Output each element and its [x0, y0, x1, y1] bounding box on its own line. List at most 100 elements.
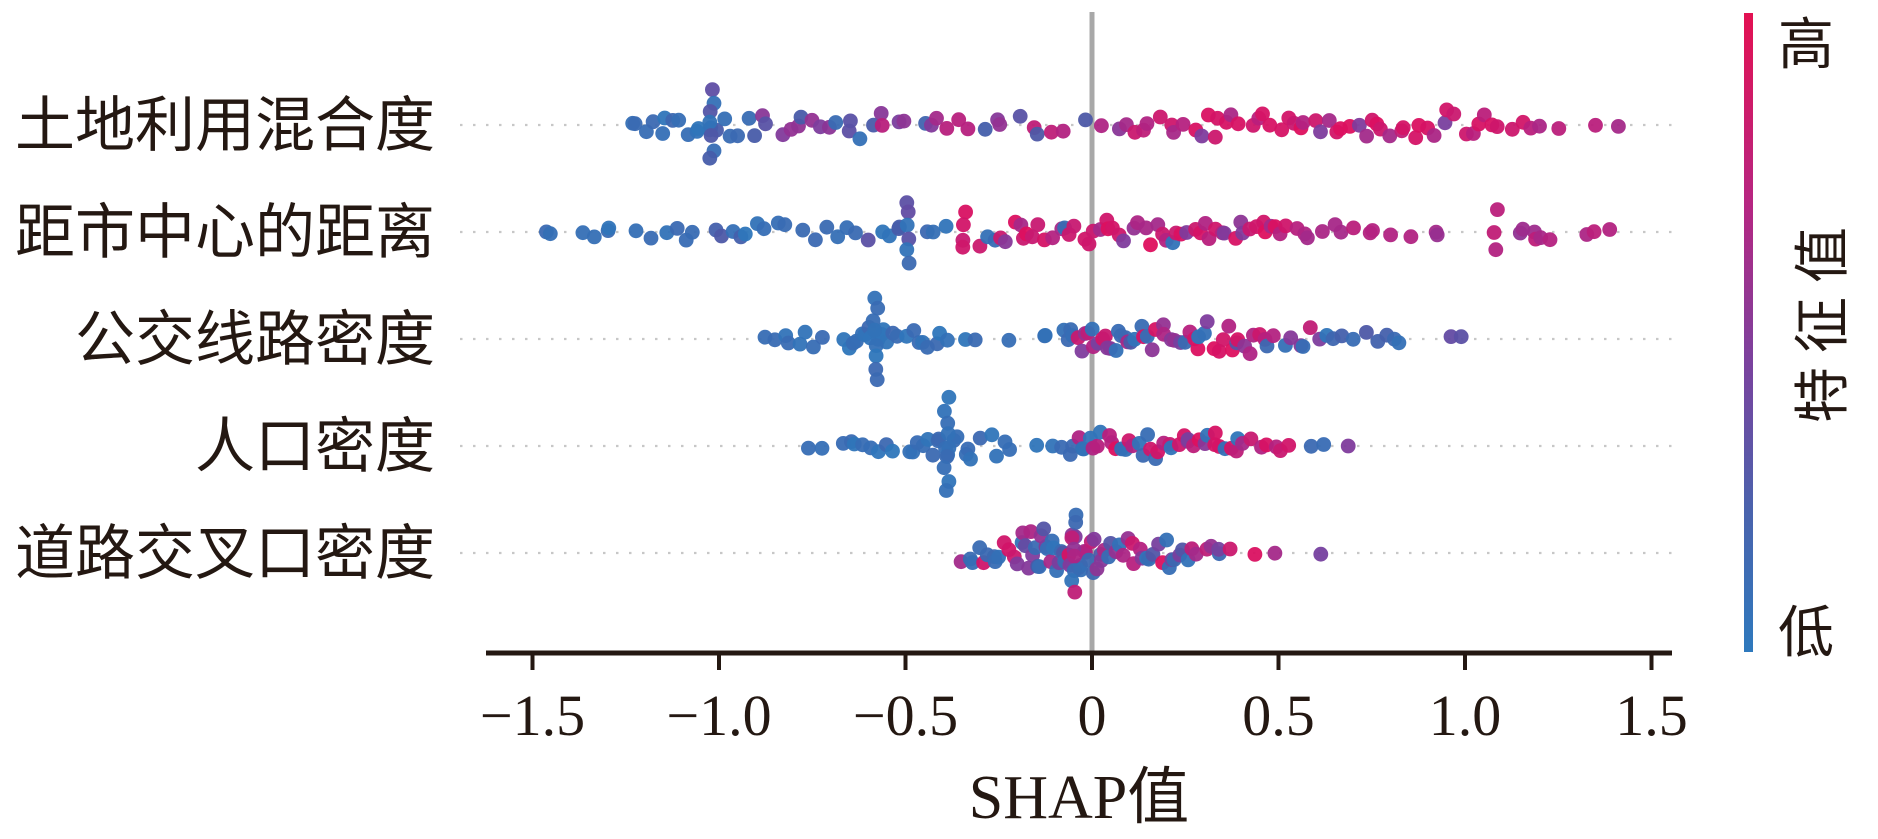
- shap-dot: [1453, 329, 1469, 345]
- shap-dot: [1488, 242, 1504, 258]
- shap-dot: [972, 430, 988, 446]
- shap-dot: [1215, 332, 1231, 347]
- shap-dot: [1211, 541, 1226, 557]
- shap-dot: [1429, 227, 1445, 243]
- shap-dot: [1302, 320, 1318, 335]
- shap-dot: [997, 234, 1013, 250]
- shap-dot: [867, 322, 882, 338]
- shap-dot: [1194, 128, 1210, 144]
- shap-dot: [815, 330, 830, 345]
- shap-dot: [955, 239, 971, 255]
- shap-dot: [1211, 343, 1227, 359]
- beeswarm-row-1: [539, 195, 1618, 271]
- shap-dot: [956, 217, 971, 233]
- shap-dot: [575, 225, 591, 241]
- shap-dot: [1588, 117, 1603, 133]
- shap-dot: [1064, 530, 1080, 546]
- shap-dot: [1207, 129, 1223, 145]
- shap-dot: [671, 112, 687, 128]
- shap-dot: [951, 112, 967, 128]
- shap-dot: [1031, 559, 1047, 574]
- shap-dot: [1067, 548, 1082, 564]
- shap-dot: [929, 110, 944, 126]
- shap-dot: [1542, 232, 1558, 248]
- shap-dot: [1230, 116, 1246, 132]
- shap-dot: [1037, 328, 1053, 343]
- shap-dot: [1140, 427, 1155, 442]
- shap-dot: [1108, 343, 1124, 358]
- shap-dot: [717, 111, 733, 127]
- shap-dot: [941, 389, 957, 405]
- shap-dot: [797, 324, 813, 340]
- feature-label-0: 土地利用混合度: [15, 93, 435, 159]
- shap-dot: [901, 255, 917, 271]
- shap-dot: [870, 300, 886, 316]
- shap-dot: [1029, 126, 1045, 142]
- shap-dot: [1313, 124, 1328, 140]
- shap-dot: [967, 332, 983, 348]
- shap-dot: [1490, 202, 1505, 218]
- shap-dot: [601, 220, 617, 236]
- colorbar: [1744, 13, 1753, 652]
- shap-dot: [1115, 547, 1131, 563]
- shap-dot: [702, 104, 718, 119]
- shap-dot: [1030, 217, 1046, 233]
- shap-dot: [1221, 318, 1237, 334]
- shap-dot: [1222, 541, 1238, 557]
- shap-dot: [1340, 438, 1356, 454]
- shap-dot: [747, 128, 762, 144]
- shap-dot: [977, 121, 993, 137]
- shap-dot: [1084, 321, 1100, 337]
- shap-dot: [1283, 330, 1299, 346]
- beeswarm-row-4: [953, 507, 1329, 600]
- shap-dot: [1365, 223, 1380, 238]
- shap-dot: [703, 128, 719, 143]
- shap-dot: [702, 114, 718, 130]
- shap-dot: [1300, 230, 1315, 246]
- shap-dot: [1143, 237, 1158, 253]
- shap-dot: [868, 338, 884, 353]
- beeswarm-row-3: [801, 389, 1356, 498]
- shap-dot: [655, 126, 671, 141]
- feature-label-3: 人口密度: [195, 414, 435, 480]
- shap-dot: [989, 448, 1004, 464]
- x-tick-label-2: −0.5: [853, 683, 958, 748]
- shap-dot: [801, 440, 816, 456]
- shap-dot: [1066, 218, 1082, 234]
- shap-dot: [1515, 221, 1531, 237]
- shap-dot: [868, 348, 884, 364]
- shap-dot: [806, 339, 821, 355]
- shap-dot: [958, 204, 973, 220]
- shap-dot: [1611, 119, 1626, 134]
- shap-dot: [830, 229, 846, 245]
- shap-dot: [1152, 109, 1168, 125]
- shap-dot: [1303, 438, 1319, 454]
- shap-dot: [1359, 325, 1374, 340]
- shap-dot: [1098, 328, 1113, 344]
- colorbar-title: 特征值: [1793, 213, 1855, 423]
- shap-dot: [1446, 106, 1462, 122]
- shap-dot: [963, 451, 978, 467]
- shap-dot: [1586, 224, 1602, 240]
- shap-dot: [1602, 222, 1618, 237]
- shap-dot: [925, 224, 941, 240]
- shap-dot: [1313, 546, 1329, 562]
- shap-dot: [1346, 220, 1361, 236]
- feature-label-1: 距市中心的距离: [15, 200, 435, 266]
- shap-dot: [885, 443, 900, 459]
- shap-dot: [684, 224, 700, 240]
- shap-dot: [756, 221, 772, 237]
- shap-dot: [1359, 128, 1374, 144]
- shap-dot: [899, 242, 915, 258]
- shap-dot: [741, 110, 757, 126]
- shap-dot: [1321, 113, 1337, 128]
- shap-dot: [940, 426, 956, 441]
- shap-dot: [1295, 115, 1311, 130]
- shap-dot: [1315, 224, 1330, 239]
- shap-dot: [1078, 112, 1093, 128]
- shap-dot: [925, 447, 941, 463]
- x-tick-label-3: 0: [1078, 683, 1107, 748]
- shap-dot: [1242, 346, 1258, 362]
- x-tick-label-5: 1.0: [1429, 683, 1502, 748]
